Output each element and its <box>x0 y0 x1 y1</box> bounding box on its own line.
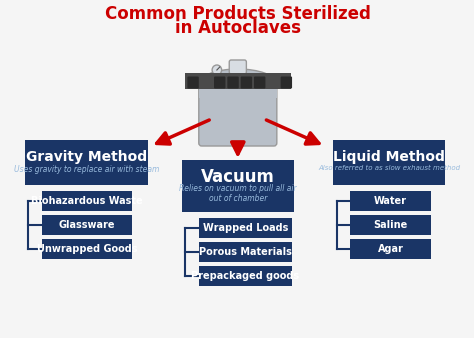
Bar <box>350 239 431 259</box>
Bar <box>199 266 292 286</box>
Bar <box>25 140 148 185</box>
Text: Glassware: Glassware <box>59 220 115 230</box>
Bar <box>184 73 291 89</box>
FancyBboxPatch shape <box>241 76 252 89</box>
Bar <box>42 215 132 235</box>
Bar <box>42 239 132 259</box>
Text: Also referred to as slow exhaust method: Also referred to as slow exhaust method <box>318 165 460 171</box>
Text: Common Products Sterilized: Common Products Sterilized <box>105 5 371 23</box>
Text: Saline: Saline <box>374 220 408 230</box>
Text: Liquid Method: Liquid Method <box>333 150 445 164</box>
Text: in Autoclaves: in Autoclaves <box>175 19 301 37</box>
Text: Uses gravity to replace air with steam: Uses gravity to replace air with steam <box>14 165 159 174</box>
Text: Biohazardous Waste: Biohazardous Waste <box>31 196 143 206</box>
Bar <box>350 215 431 235</box>
Bar <box>350 191 431 211</box>
Text: Relies on vacuum to pull all air
out of chamber: Relies on vacuum to pull all air out of … <box>179 184 297 203</box>
FancyBboxPatch shape <box>229 60 246 74</box>
Ellipse shape <box>200 69 276 97</box>
Bar <box>182 160 294 212</box>
FancyBboxPatch shape <box>199 80 277 146</box>
FancyBboxPatch shape <box>281 76 292 89</box>
Bar <box>199 218 292 238</box>
Text: Vacuum: Vacuum <box>201 168 275 186</box>
Text: Prepackaged goods: Prepackaged goods <box>191 271 300 281</box>
FancyBboxPatch shape <box>254 76 265 89</box>
Bar <box>199 83 277 98</box>
FancyBboxPatch shape <box>187 76 199 89</box>
Bar <box>199 242 292 262</box>
Text: Porous Materials: Porous Materials <box>199 247 292 257</box>
FancyBboxPatch shape <box>228 76 239 89</box>
Bar <box>333 140 445 185</box>
Text: Agar: Agar <box>378 244 403 254</box>
FancyBboxPatch shape <box>214 76 226 89</box>
Text: Unwrapped Goods: Unwrapped Goods <box>36 244 137 254</box>
Text: Water: Water <box>374 196 407 206</box>
Text: Wrapped Loads: Wrapped Loads <box>203 223 288 233</box>
Bar <box>42 191 132 211</box>
Text: Gravity Method: Gravity Method <box>26 150 147 164</box>
Circle shape <box>212 65 222 75</box>
